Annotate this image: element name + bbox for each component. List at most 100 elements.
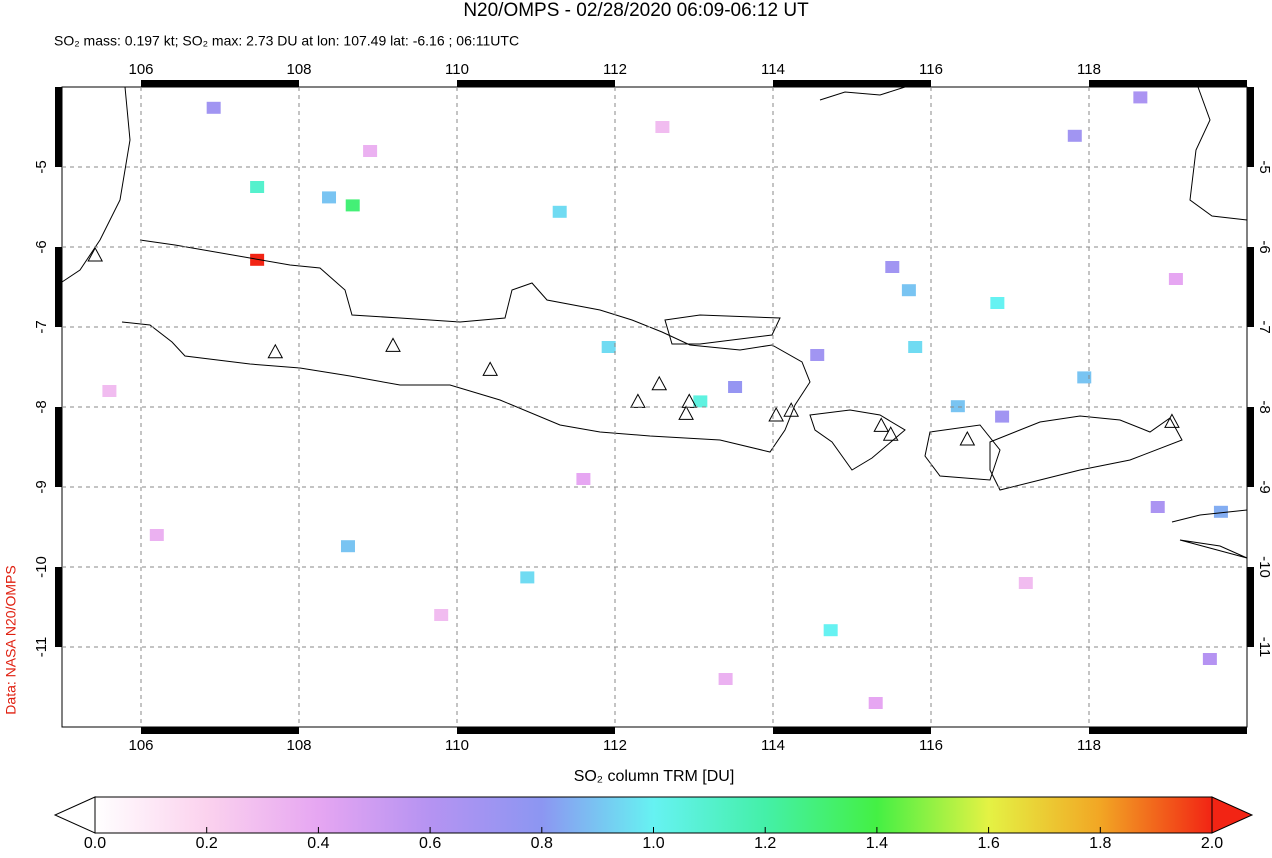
y-tick-label: -9 [33, 480, 50, 493]
frame-bar [773, 727, 931, 734]
so2-pixel [1213, 505, 1228, 518]
frame-bar [773, 80, 931, 87]
colorbar: 0.0 0.2 0.4 0.6 0.8 1.0 1.2 1.4 1.6 1.8 2.0 [53, 796, 1254, 852]
colorbar-under [53, 796, 96, 834]
x-tick-label: 116 [919, 737, 943, 754]
x-tick-label: 108 [286, 737, 311, 754]
volcano [678, 405, 694, 420]
so2-pixel [1202, 653, 1217, 665]
coast-java [121, 239, 811, 453]
coast-madura [664, 314, 781, 345]
so2-pixel [601, 341, 616, 353]
x-tick-label: 118 [1077, 737, 1101, 754]
y-tick-label: -9 [1256, 480, 1272, 493]
so2-pixel [340, 540, 355, 553]
x-tick-label: 116 [919, 61, 943, 78]
so2-pixel [823, 624, 838, 637]
frame-bar [1247, 87, 1254, 167]
volcano [959, 430, 976, 446]
frame-bar [55, 87, 62, 167]
x-tick-label: 112 [603, 61, 627, 78]
frame-bar [55, 407, 62, 487]
y-tick-label: -5 [1256, 160, 1272, 173]
x-tick-label: 118 [1077, 61, 1101, 78]
x-tick-label: 112 [603, 737, 627, 754]
so2-pixel [655, 121, 670, 133]
so2-pixel [901, 284, 916, 297]
so2-pixel [102, 385, 117, 397]
volcano [651, 375, 668, 391]
frame-bar [1089, 727, 1247, 734]
colorbar-over [1211, 796, 1254, 834]
y-tick-label: -6 [1256, 240, 1272, 253]
volcano [385, 337, 401, 352]
so2-pixel [363, 145, 378, 157]
volcano [87, 246, 104, 262]
colorbar-tick-label: 1.0 [642, 835, 664, 852]
frame-bar [141, 727, 299, 734]
pixels [102, 91, 1228, 709]
y-tick-label: -5 [33, 160, 50, 173]
coast-lombok [924, 424, 1001, 481]
coast-sulawesi [1189, 86, 1248, 221]
x-tick-label: 108 [286, 61, 311, 78]
volcano [482, 361, 499, 376]
y-tick-label: -11 [33, 637, 50, 658]
x-tick-label: 106 [128, 737, 153, 754]
volcanoes [87, 246, 1180, 446]
so2-pixel [434, 609, 449, 621]
so2-pixel [728, 381, 743, 393]
so2-pixel [520, 571, 535, 584]
colorbar-tick-label: 0.6 [419, 835, 441, 852]
volcano [768, 406, 784, 422]
colorbar-tick-label: 1.2 [754, 835, 776, 852]
volcano [630, 393, 646, 408]
so2-pixel [322, 191, 337, 204]
frame-bar [55, 247, 62, 327]
colorbar-tick-label: 0.8 [531, 835, 553, 852]
volcano [873, 417, 890, 432]
frame-bar [457, 80, 615, 87]
coast-sumbawa [989, 415, 1183, 491]
frame-bar [1089, 80, 1247, 87]
x-tick-label: 114 [761, 61, 785, 78]
coast-sumatra [61, 86, 131, 283]
y-tick-label: -11 [1256, 637, 1272, 658]
so2-pixel [908, 341, 923, 353]
so2-pixel [206, 101, 221, 114]
so2-pixel [693, 395, 708, 408]
so2-pixel [149, 529, 164, 541]
y-tick-label: -10 [33, 556, 50, 578]
frame-bar [141, 80, 299, 87]
x-tick-label: 110 [445, 737, 469, 754]
x-tick-label: 110 [445, 61, 469, 78]
y-tick-label: -8 [1256, 400, 1272, 413]
frame-bar [457, 727, 615, 734]
so2-pixel [990, 297, 1005, 309]
colorbar-tick-label: 0.2 [196, 835, 218, 852]
volcano [1164, 413, 1180, 428]
so2-pixel [250, 181, 265, 193]
frame-bar [1247, 247, 1254, 327]
so2-pixel [1150, 501, 1165, 513]
colorbar-tick-label: 1.4 [866, 835, 888, 852]
so2-pixel [250, 253, 265, 266]
volcano [783, 402, 800, 417]
so2-pixel [885, 261, 900, 273]
chart-title: N20/OMPS - 02/28/2020 06:09-06:12 UT [463, 0, 809, 21]
volcano [267, 343, 284, 359]
chart-subtitle: SO₂ mass: 0.197 kt; SO₂ max: 2.73 DU at … [54, 33, 519, 49]
so2-pixel [868, 697, 883, 709]
so2-pixel [345, 199, 360, 212]
so2-pixel [995, 410, 1010, 423]
x-tick-label: 106 [128, 61, 153, 78]
coastlines [61, 86, 1248, 559]
coast-borneo [819, 86, 906, 101]
frame-bar [55, 567, 62, 647]
colorbar-tick-label: 2.0 [1201, 835, 1223, 852]
y-tick-label: -7 [1256, 320, 1272, 333]
coast-bali [809, 409, 906, 471]
so2-pixel [1133, 91, 1148, 104]
